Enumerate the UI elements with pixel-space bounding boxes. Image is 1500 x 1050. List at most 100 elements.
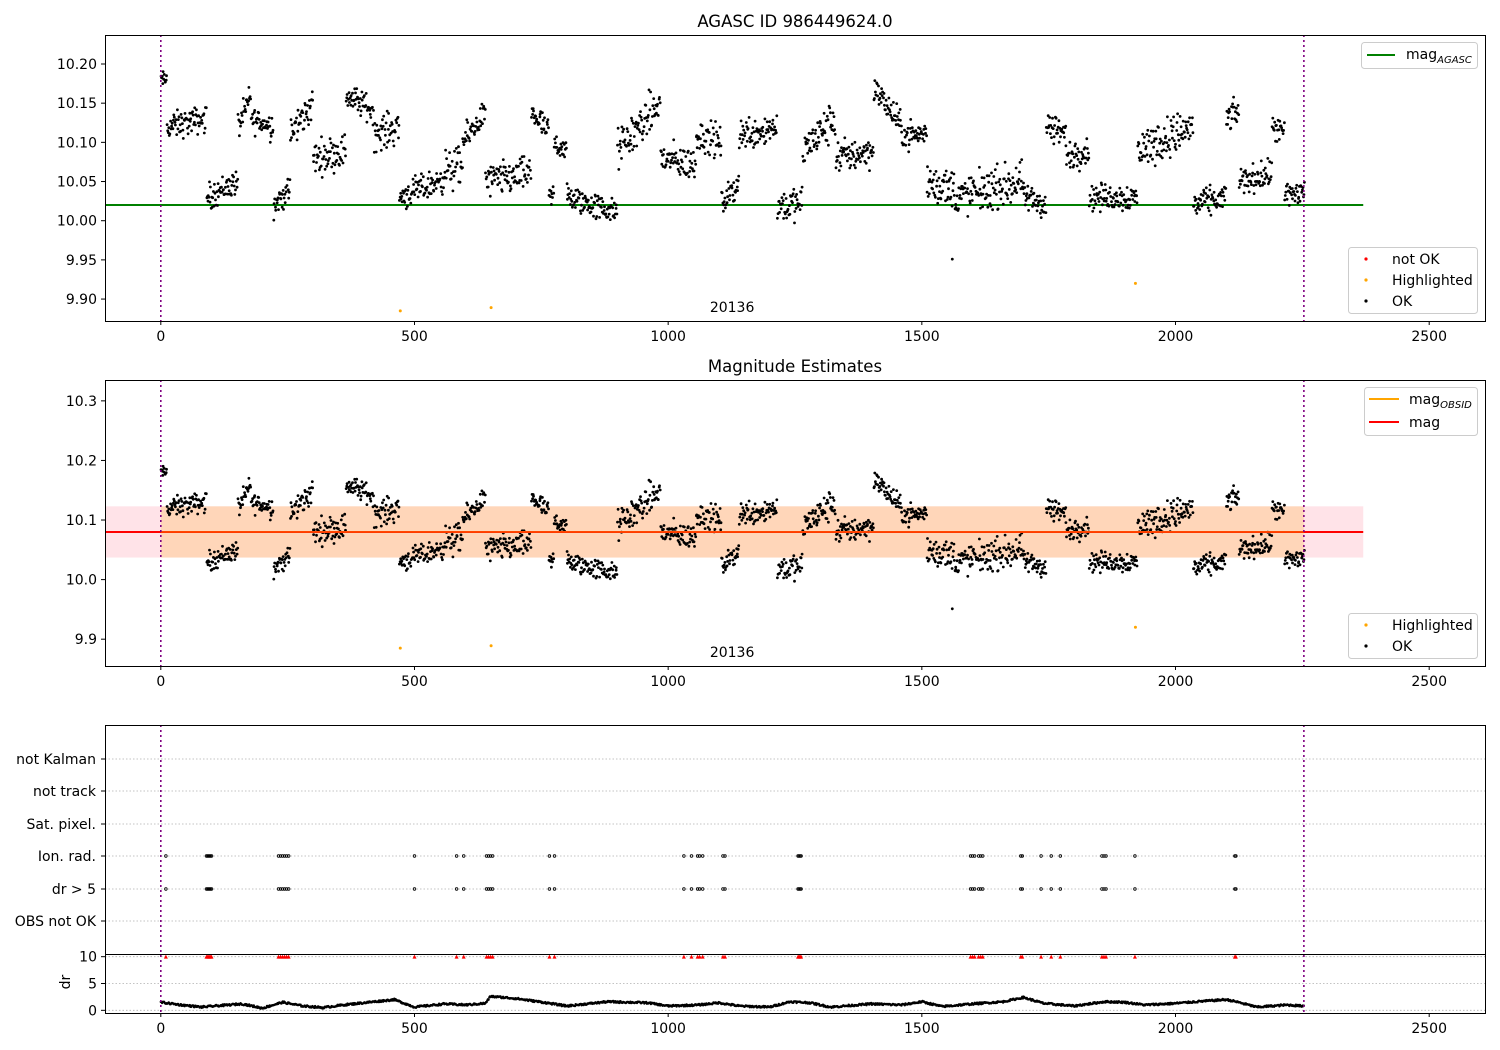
ok-point [803, 136, 807, 140]
ok-point [868, 169, 871, 173]
ok-point [379, 524, 383, 528]
ok-point [558, 528, 562, 532]
ok-point [963, 549, 967, 553]
ok-point [913, 136, 917, 140]
ok-point [1165, 525, 1168, 528]
ok-point [681, 538, 685, 542]
ok-point [1250, 174, 1254, 178]
ok-point [203, 126, 207, 130]
ok-point [872, 151, 875, 154]
ok-point [1263, 182, 1266, 185]
ok-point [1115, 559, 1119, 563]
ok-point [903, 509, 906, 513]
ok-point [434, 548, 438, 552]
ok-point [235, 185, 239, 189]
ok-point [945, 198, 949, 201]
ok-point [658, 101, 662, 105]
legend-entry-mag-obsid: magOBSID [1409, 392, 1472, 411]
ok-point [299, 114, 303, 118]
ok-point [1135, 564, 1139, 568]
ok-point [1183, 510, 1186, 514]
ok-point [197, 498, 201, 502]
ok-point [541, 118, 545, 122]
ok-point [1011, 557, 1014, 561]
ok-point [1110, 563, 1113, 567]
ok-point [322, 521, 326, 525]
ok-point [406, 555, 410, 558]
ok-point [455, 162, 459, 166]
ok-point [1035, 209, 1039, 213]
ok-point [328, 137, 332, 141]
ok-point [641, 510, 645, 513]
ok-point [308, 486, 311, 490]
ok-point [176, 501, 180, 505]
ok-point [998, 190, 1001, 194]
flag-marker [1039, 854, 1043, 858]
ok-point [740, 133, 744, 137]
ok-point [834, 166, 838, 170]
ok-point [650, 123, 653, 127]
ok-point [660, 525, 663, 529]
legend-marker-not-ok [1364, 257, 1368, 261]
ok-point [1035, 559, 1039, 563]
ok-point [406, 188, 410, 192]
ok-point [269, 134, 273, 138]
ok-point [1068, 518, 1072, 522]
ok-point [779, 569, 783, 572]
ok-point [1176, 512, 1180, 516]
ok-point [1090, 562, 1094, 565]
ok-point [1125, 198, 1128, 202]
ok-point [1295, 183, 1299, 187]
ok-point [879, 101, 883, 104]
ok-point [247, 487, 251, 490]
ok-point [282, 196, 286, 200]
ok-point [299, 504, 302, 507]
ok-point [583, 205, 586, 209]
ok-point [1054, 500, 1058, 504]
ok-point [1100, 550, 1104, 554]
ok-point [236, 177, 240, 181]
ok-point [1239, 550, 1242, 554]
ok-point [543, 116, 546, 120]
ok-point [722, 209, 725, 213]
ok-point [800, 552, 804, 556]
ok-point [594, 559, 597, 563]
ok-point [866, 523, 869, 526]
ok-point [706, 526, 710, 529]
ok-point [930, 180, 934, 184]
ok-point [1254, 550, 1258, 554]
flag-marker [981, 854, 985, 858]
ok-point [686, 149, 690, 153]
ok-point [512, 538, 515, 542]
ok-point [868, 144, 872, 147]
ok-point [1160, 517, 1163, 521]
ok-point [788, 573, 792, 577]
ok-point [301, 111, 305, 114]
ok-point [1184, 120, 1188, 124]
ok-point [999, 561, 1003, 565]
ok-point [268, 518, 272, 522]
ok-point [1260, 174, 1264, 178]
ok-point [925, 190, 929, 194]
ok-point [479, 506, 483, 509]
ok-point [943, 173, 947, 177]
ok-point [592, 214, 595, 218]
ok-point [1103, 550, 1107, 554]
ok-point [549, 189, 553, 193]
ok-point [413, 558, 417, 562]
ok-point [1015, 191, 1019, 195]
ok-point [425, 188, 428, 192]
ok-point [1171, 136, 1174, 140]
flag-label: OBS not OK [15, 914, 97, 930]
ok-point [1231, 489, 1234, 493]
ok-point [916, 517, 920, 521]
ok-point [934, 540, 938, 544]
ok-point [717, 141, 721, 145]
ok-point [1183, 130, 1186, 134]
ok-point [1092, 188, 1095, 191]
ok-point [1151, 129, 1155, 133]
ok-point [221, 175, 224, 179]
ok-point [1268, 178, 1272, 182]
ok-point [693, 545, 696, 548]
ok-point [343, 523, 347, 527]
